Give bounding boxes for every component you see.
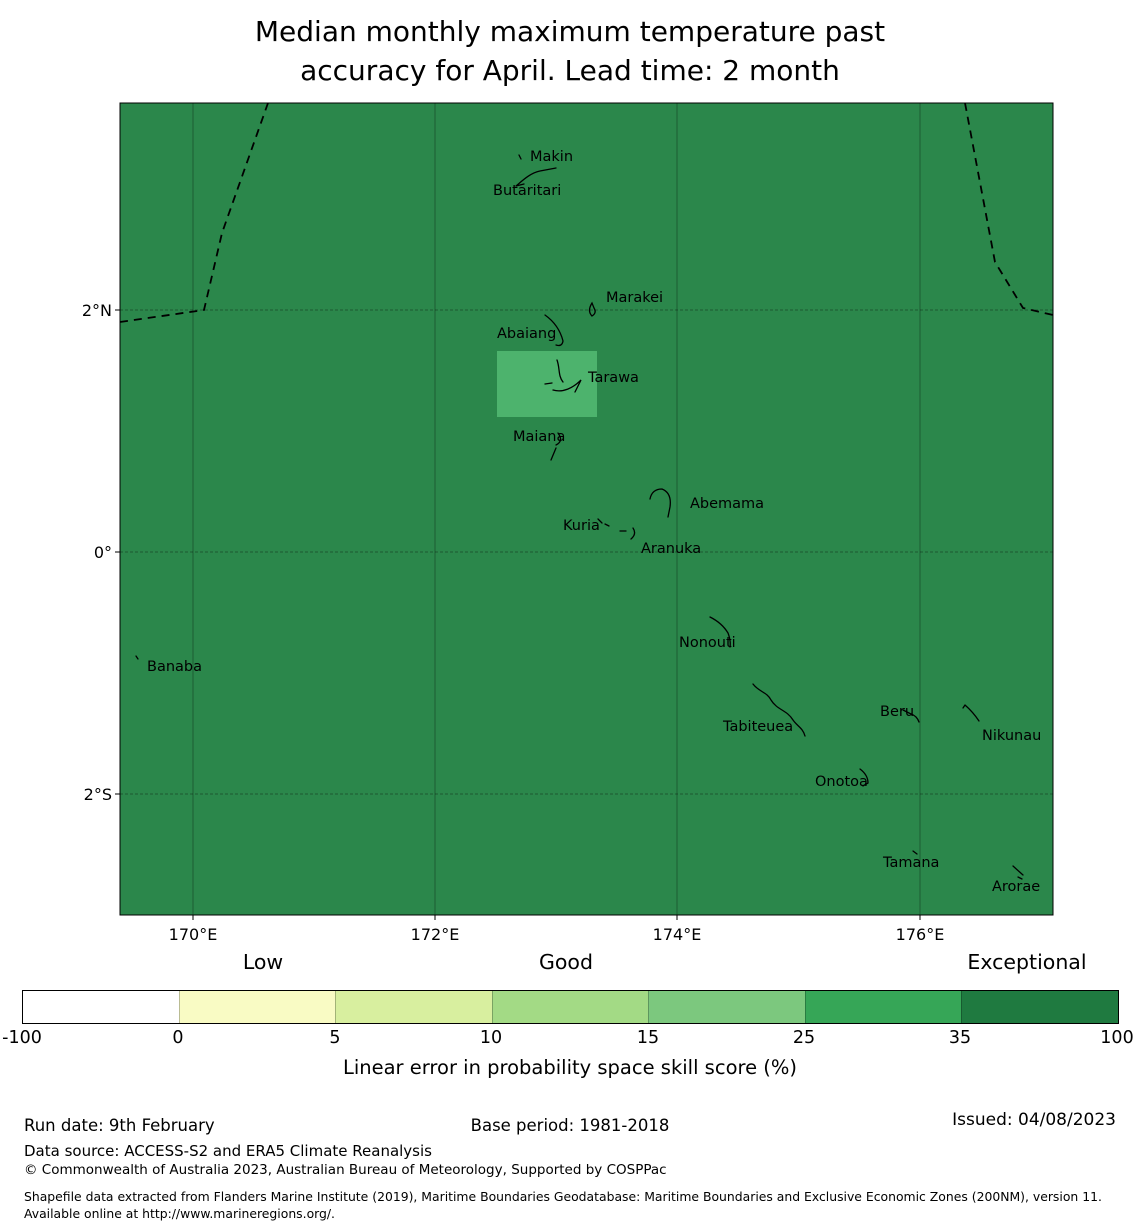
island-label-arorae: Arorae — [992, 879, 1040, 895]
island-label-nonouti: Nonouti — [679, 635, 736, 651]
map-frame — [119, 102, 1054, 916]
island-shape-aranuka — [619, 527, 636, 540]
title-line-2: accuracy for April. Lead time: 2 month — [300, 54, 840, 87]
island-label-tarawa: Tarawa — [587, 370, 639, 386]
island-shape-tamana — [912, 850, 918, 855]
island-label-banaba: Banaba — [147, 659, 202, 675]
issued-date: Issued: 04/08/2023 — [952, 1110, 1116, 1130]
scale-word-low: Low — [242, 950, 284, 974]
island-labels: Makin Butaritari Marakei Abaiang Tarawa … — [147, 149, 1041, 895]
colorbar-segment-6 — [804, 991, 962, 1023]
island-shape-makin — [518, 154, 522, 160]
island-shape-marakei — [588, 301, 596, 317]
colorbar — [22, 990, 1119, 1024]
map-background — [120, 103, 1053, 915]
colorbar-tick-neg100: -100 — [2, 1028, 42, 1048]
island-label-butaritari: Butaritari — [493, 183, 561, 199]
y-axis-label-0: 0° — [93, 543, 112, 562]
island-shape-banaba — [135, 655, 139, 660]
x-axis-label-174e: 174°E — [652, 925, 702, 944]
island-shape-butaritari — [515, 167, 557, 187]
island-label-aranuka: Aranuka — [641, 541, 701, 557]
island-shape-maiana — [550, 432, 562, 461]
island-label-beru: Beru — [880, 704, 914, 720]
colorbar-tick-5: 5 — [329, 1028, 341, 1048]
island-shapes — [135, 154, 1024, 880]
data-source: Data source: ACCESS-S2 and ERA5 Climate … — [24, 1142, 432, 1160]
island-label-kuria: Kuria — [563, 518, 600, 534]
island-label-maiana: Maiana — [513, 429, 565, 445]
island-shape-arorae — [1012, 865, 1024, 880]
x-axis-label-170e: 170°E — [168, 925, 218, 944]
colorbar-segment-3 — [335, 991, 492, 1023]
colorbar-segment-7 — [961, 991, 1119, 1023]
base-period: Base period: 1981-2018 — [470, 1116, 670, 1135]
colorbar-segment-1 — [23, 991, 179, 1023]
colorbar-tick-0: 0 — [172, 1028, 184, 1048]
colorbar-tick-100: 100 — [1100, 1028, 1134, 1048]
island-label-onotoa: Onotoa — [815, 774, 868, 790]
run-date: Run date: 9th February — [24, 1116, 215, 1135]
y-axis-label-2s: 2°S — [83, 785, 112, 804]
island-shape-tarawa — [544, 359, 582, 393]
island-label-tabiteuea: Tabiteuea — [722, 719, 793, 735]
island-label-abaiang: Abaiang — [497, 326, 556, 342]
copyright-line: © Commonwealth of Australia 2023, Austra… — [24, 1162, 667, 1178]
island-shape-beru — [902, 709, 920, 723]
colorbar-segment-5 — [648, 991, 805, 1023]
colorbar-segment-4 — [491, 991, 649, 1023]
title-line-1: Median monthly maximum temperature past — [254, 15, 886, 48]
map-gridlines — [120, 103, 1053, 915]
scale-word-exceptional: Exceptional — [967, 950, 1087, 974]
x-axis-label-172e: 172°E — [410, 925, 460, 944]
island-shape-kuria — [597, 518, 610, 527]
island-shape-nonouti — [709, 616, 731, 648]
colorbar-tick-25: 25 — [792, 1028, 816, 1048]
eez-boundaries — [119, 102, 1054, 323]
colorbar-tick-15: 15 — [636, 1028, 660, 1048]
island-shape-nikunau — [962, 704, 980, 722]
island-shape-abemama — [649, 488, 671, 518]
colorbar-tick-35: 35 — [948, 1028, 972, 1048]
y-axis-label-2n: 2°N — [81, 301, 112, 320]
scale-word-good: Good — [539, 950, 593, 974]
axis-ticks — [115, 309, 921, 920]
eez-boundary-east — [964, 102, 1054, 316]
island-label-makin: Makin — [530, 149, 573, 165]
island-label-nikunau: Nikunau — [982, 728, 1041, 744]
island-shape-tabiteuea — [752, 683, 806, 737]
island-label-tamana: Tamana — [882, 855, 939, 871]
island-shape-abaiang — [544, 314, 564, 347]
eez-boundary-west — [119, 102, 269, 323]
island-shape-onotoa — [859, 768, 869, 787]
x-axis-label-176e: 176°E — [895, 925, 945, 944]
map-canvas: Makin Butaritari Marakei Abaiang Tarawa … — [115, 102, 1054, 920]
colorbar-caption: Linear error in probability space skill … — [342, 1056, 798, 1079]
island-label-marakei: Marakei — [606, 290, 663, 306]
island-label-abemama: Abemama — [690, 496, 764, 512]
shapefile-note: Shapefile data extracted from Flanders M… — [24, 1189, 1102, 1221]
colorbar-segment-2 — [178, 991, 336, 1023]
colorbar-tick-10: 10 — [479, 1028, 503, 1048]
figure-title: Median monthly maximum temperature past … — [0, 12, 1140, 90]
